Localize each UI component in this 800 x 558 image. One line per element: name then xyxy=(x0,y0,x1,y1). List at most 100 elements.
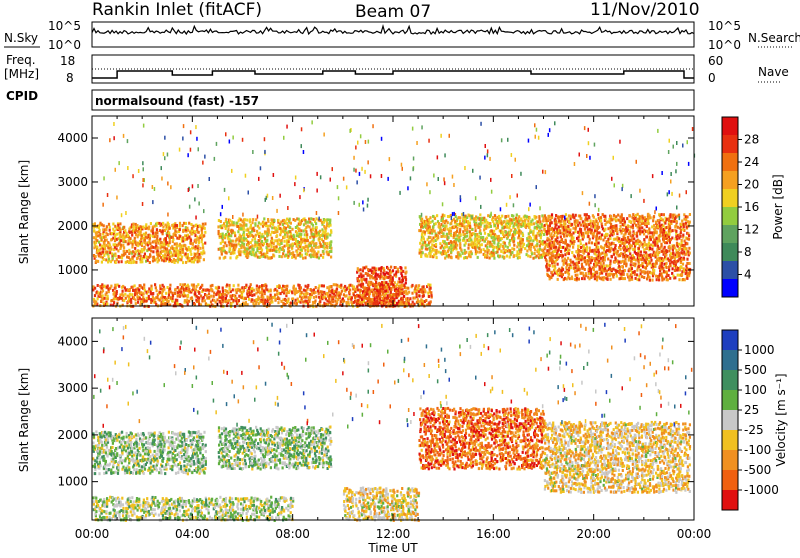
data-cell xyxy=(557,263,559,266)
data-cell xyxy=(116,290,118,293)
data-cell xyxy=(172,297,174,300)
data-cell xyxy=(635,277,637,280)
data-cell xyxy=(593,235,595,238)
data-cell xyxy=(139,297,141,300)
data-cell xyxy=(607,258,609,261)
data-cell xyxy=(109,226,111,229)
data-cell xyxy=(535,216,537,219)
data-cell xyxy=(671,237,673,240)
data-cell xyxy=(357,269,359,272)
data-cell xyxy=(264,237,266,240)
data-cell xyxy=(233,294,235,297)
data-cell xyxy=(555,214,557,217)
data-cell xyxy=(239,253,241,256)
data-cell xyxy=(108,258,110,261)
data-cell xyxy=(152,246,154,249)
data-cell xyxy=(686,242,688,245)
data-cell xyxy=(538,250,540,253)
data-cell xyxy=(510,229,512,232)
data-cell xyxy=(556,230,558,233)
data-cell xyxy=(524,247,526,250)
data-cell xyxy=(94,294,96,297)
data-cell xyxy=(150,222,152,225)
data-cell xyxy=(560,235,562,238)
data-cell xyxy=(171,255,173,258)
data-cell xyxy=(678,252,680,255)
data-cell xyxy=(462,252,464,255)
data-cell xyxy=(518,234,520,237)
data-cell xyxy=(661,213,663,216)
data-cell xyxy=(601,233,603,236)
data-cell xyxy=(326,246,328,249)
data-cell xyxy=(493,257,495,260)
nsky-panel: N.Sky 10^5 10^0 10^5 10^0 N.Search xyxy=(4,19,800,52)
data-cell xyxy=(119,227,121,230)
nsearch-tick-top: 10^5 xyxy=(708,19,741,33)
data-cell xyxy=(265,285,267,288)
data-cell xyxy=(109,244,111,247)
data-cell xyxy=(681,239,683,242)
data-cell xyxy=(589,228,591,231)
data-cell xyxy=(321,284,323,287)
data-cell xyxy=(481,217,483,220)
data-cell xyxy=(176,299,178,302)
data-cell xyxy=(395,285,397,288)
data-cell xyxy=(654,241,656,244)
data-cell xyxy=(228,284,230,287)
data-cell xyxy=(327,292,329,295)
data-cell xyxy=(330,229,332,232)
data-cell xyxy=(638,278,640,281)
data-cell xyxy=(228,299,230,302)
data-cell xyxy=(247,295,249,298)
data-cell xyxy=(597,246,599,249)
data-cell xyxy=(275,250,277,253)
data-cell xyxy=(156,289,158,292)
data-cell xyxy=(180,291,182,294)
data-cell xyxy=(129,293,131,296)
data-cell xyxy=(665,249,667,252)
data-cell xyxy=(291,228,293,231)
data-cell xyxy=(518,225,520,228)
data-cell xyxy=(612,230,614,233)
data-cell xyxy=(199,247,201,250)
data-cell xyxy=(222,233,224,236)
data-cell xyxy=(263,217,265,220)
data-cell xyxy=(267,218,269,221)
data-cell xyxy=(438,251,440,254)
data-cell xyxy=(416,292,418,295)
data-cell xyxy=(585,231,587,234)
data-cell xyxy=(359,296,361,299)
data-cell xyxy=(174,243,176,246)
data-cell xyxy=(311,233,313,236)
data-cell xyxy=(643,276,645,279)
data-cell xyxy=(297,290,299,293)
data-cell xyxy=(538,215,540,218)
data-cell xyxy=(278,297,280,300)
data-cell xyxy=(194,258,196,261)
data-cell xyxy=(581,255,583,258)
data-cell xyxy=(330,285,332,288)
data-cell xyxy=(609,230,611,233)
data-cell xyxy=(592,249,594,252)
data-cell xyxy=(405,290,407,293)
data-cell xyxy=(308,218,310,221)
data-cell xyxy=(313,238,315,241)
data-cell xyxy=(187,294,189,297)
data-cell xyxy=(491,230,493,233)
data-cell xyxy=(305,285,307,288)
data-cell xyxy=(505,231,507,234)
data-cell xyxy=(135,229,137,232)
data-cell xyxy=(315,246,317,249)
data-cell xyxy=(529,217,531,220)
data-cell xyxy=(236,238,238,241)
data-cell xyxy=(234,234,236,237)
data-cell xyxy=(442,232,444,235)
data-cell xyxy=(572,261,574,264)
beam-title: Beam 07 xyxy=(355,2,431,22)
data-cell xyxy=(666,266,668,269)
data-cell xyxy=(347,301,349,304)
data-cell xyxy=(634,248,636,251)
data-cell xyxy=(332,296,334,299)
data-cell xyxy=(219,291,221,294)
data-cell xyxy=(567,257,569,260)
